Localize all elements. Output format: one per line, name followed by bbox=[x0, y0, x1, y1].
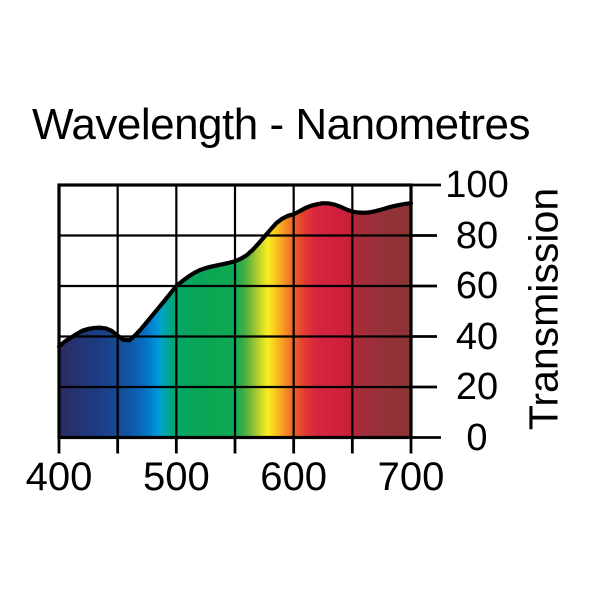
chart-title: Wavelength - Nanometres bbox=[32, 100, 530, 149]
x-tick-label-600: 600 bbox=[260, 455, 328, 499]
y-tick-label-100: 100 bbox=[445, 164, 509, 206]
x-tick-label-700: 700 bbox=[377, 455, 445, 499]
y-tick-label-20: 20 bbox=[455, 366, 499, 408]
y-tick-label-40: 40 bbox=[455, 315, 499, 358]
y-tick-label-80: 80 bbox=[455, 214, 499, 257]
y-tick-label-60: 60 bbox=[455, 265, 499, 307]
y-tick-label-0: 0 bbox=[466, 416, 488, 459]
x-tick-label-500: 500 bbox=[142, 455, 210, 499]
x-tick-label-400: 400 bbox=[25, 455, 93, 499]
y-axis-title: Transmission bbox=[520, 187, 567, 431]
axis-ticks bbox=[57, 183, 441, 454]
transmission-curve bbox=[56, 201, 414, 349]
